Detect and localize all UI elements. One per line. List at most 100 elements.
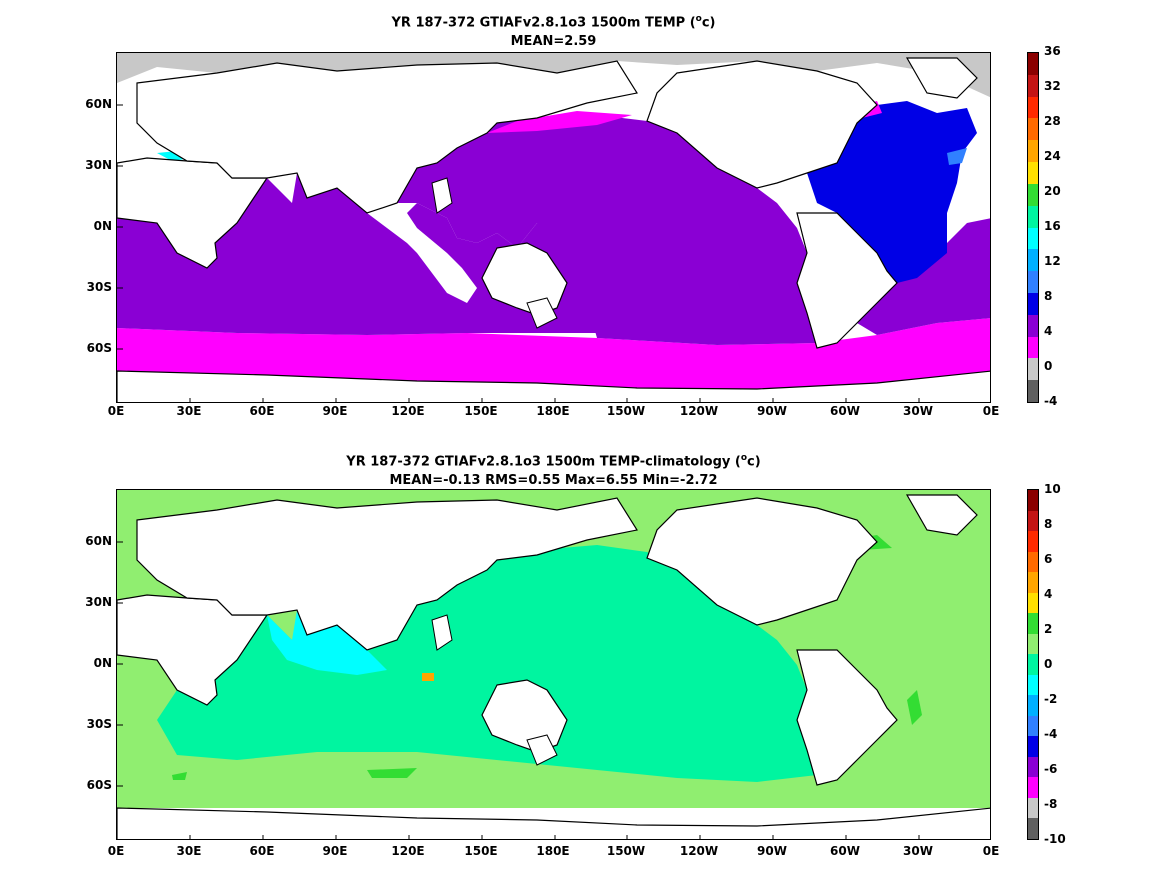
panel2-title-unit-after: c): [747, 454, 761, 470]
panel2-lon-label: 30E: [176, 844, 202, 858]
panel2-lon-label: 90W: [757, 844, 787, 858]
colorbar-swatch: [1028, 358, 1038, 381]
colorbar-swatch: [1028, 551, 1038, 573]
panel1-lon-label: 120W: [679, 404, 719, 418]
panel2-map: [116, 489, 991, 840]
panel1-map-svg: [117, 53, 990, 402]
colorbar-swatch: [1028, 674, 1038, 696]
colorbar-swatch: [1028, 183, 1038, 206]
panel1-lon-label: 30W: [903, 404, 933, 418]
panel1-lon-label: 90W: [757, 404, 787, 418]
panel1-title-unit-after: c): [701, 15, 716, 31]
panel2-colorbar-label: -2: [1044, 692, 1058, 706]
colorbar-swatch: [1028, 715, 1038, 737]
colorbar-swatch: [1028, 654, 1038, 675]
colorbar-swatch: [1028, 118, 1038, 141]
panel2-colorbar-label: -4: [1044, 727, 1058, 741]
panel2-lon-label: 150W: [606, 844, 646, 858]
colorbar-swatch: [1028, 756, 1038, 778]
panel1-colorbar-label: 16: [1044, 219, 1061, 233]
colorbar-swatch: [1028, 572, 1038, 593]
colorbar-swatch: [1028, 227, 1038, 250]
panel1-lat-label: 0N: [93, 219, 112, 233]
panel2-colorbar-label: 8: [1044, 517, 1053, 531]
panel2-colorbar-label: 6: [1044, 552, 1053, 566]
panel2-colorbar-label: -10: [1044, 832, 1066, 846]
colorbar-swatch: [1028, 695, 1038, 716]
panel1-colorbar-label: -4: [1044, 394, 1058, 408]
colorbar-swatch: [1028, 818, 1038, 839]
panel1-colorbar-label: 0: [1044, 359, 1053, 373]
colorbar-swatch: [1028, 490, 1038, 511]
colorbar-swatch: [1028, 797, 1038, 819]
panel2-title-unit: o: [740, 453, 748, 463]
panel1-colorbar-label: 12: [1044, 254, 1061, 268]
panel1-lat-label: 30S: [86, 280, 112, 294]
panel2-lat-label: 60S: [86, 778, 112, 792]
panel2-lon-label: 120W: [679, 844, 719, 858]
panel1-colorbar-label: 28: [1044, 114, 1061, 128]
colorbar-swatch: [1028, 292, 1038, 315]
colorbar-swatch: [1028, 531, 1038, 552]
colorbar-swatch: [1028, 314, 1038, 337]
panel1-colorbar-label: 8: [1044, 289, 1053, 303]
panel1-lon-label: 180E: [536, 404, 570, 418]
colorbar-swatch: [1028, 96, 1038, 119]
panel1-colorbar-label: 4: [1044, 324, 1053, 338]
panel2-colorbar-label: -8: [1044, 797, 1058, 811]
panel2-colorbar-label: 4: [1044, 587, 1053, 601]
panel2-lon-label: 0E: [107, 844, 125, 858]
panel1-map: [116, 52, 991, 403]
colorbar-swatch: [1028, 271, 1038, 293]
colorbar-swatch: [1028, 380, 1038, 402]
panel1-colorbar-label: 24: [1044, 149, 1061, 163]
panel1-colorbar-label: 20: [1044, 184, 1061, 198]
panel2-lon-label: 60E: [249, 844, 275, 858]
panel2-map-svg: [117, 490, 990, 839]
colorbar-swatch: [1028, 736, 1038, 757]
panel2-colorbar-label: 0: [1044, 657, 1053, 671]
colorbar-swatch: [1028, 53, 1038, 75]
panel2-lon-label: 180E: [536, 844, 570, 858]
panel2-lon-label: 150E: [464, 844, 498, 858]
colorbar-swatch: [1028, 613, 1038, 634]
panel2-title-line2: MEAN=-0.13 RMS=0.55 Max=6.55 Min=-2.72: [389, 473, 718, 489]
colorbar-swatch: [1028, 205, 1038, 228]
colorbar-swatch: [1028, 633, 1038, 655]
panel1-lon-label: 120E: [391, 404, 425, 418]
panel2-lon-label: 90E: [322, 844, 348, 858]
panel1-lon-label: 30E: [176, 404, 202, 418]
colorbar-swatch: [1028, 510, 1038, 532]
colorbar-swatch: [1028, 249, 1038, 272]
panel1-lon-label: 60W: [830, 404, 860, 418]
panel1-lon-label: 90E: [322, 404, 348, 418]
panel1-colorbar-label: 36: [1044, 44, 1061, 58]
panel1-colorbar: [1027, 52, 1039, 403]
panel1-title: YR 187-372 GTIAFv2.8.1o3 1500m TEMP (oc)…: [116, 10, 991, 51]
panel1-title-line2: MEAN=2.59: [510, 34, 597, 50]
panel2-title-line1: YR 187-372 GTIAFv2.8.1o3 1500m TEMP-clim…: [346, 454, 741, 470]
panel2-colorbar-label: 2: [1044, 622, 1053, 636]
panel2-colorbar-label: 10: [1044, 482, 1061, 496]
panel1-lat-label: 30N: [85, 158, 112, 172]
panel2-lon-label: 120E: [391, 844, 425, 858]
panel2-lat-label: 0N: [93, 656, 112, 670]
panel1-title-unit: o: [695, 14, 702, 24]
panel1-lat-label: 60N: [85, 97, 112, 111]
colorbar-swatch: [1028, 336, 1038, 359]
panel2-title: YR 187-372 GTIAFv2.8.1o3 1500m TEMP-clim…: [116, 449, 991, 490]
panel2-lon-label: 0E: [982, 844, 1000, 858]
panel2-lat-label: 60N: [85, 534, 112, 548]
panel1-lat-label: 60S: [86, 341, 112, 355]
colorbar-swatch: [1028, 74, 1038, 97]
panel1-lon-label: 60E: [249, 404, 275, 418]
panel1-lon-label: 0E: [982, 404, 1000, 418]
panel2-colorbar-label: -6: [1044, 762, 1058, 776]
panel2-lon-label: 60W: [830, 844, 860, 858]
panel2-colorbar: [1027, 489, 1039, 840]
colorbar-swatch: [1028, 777, 1038, 798]
panel1-lon-label: 0E: [107, 404, 125, 418]
panel1-lon-label: 150E: [464, 404, 498, 418]
colorbar-swatch: [1028, 140, 1038, 163]
panel1-colorbar-label: 32: [1044, 79, 1061, 93]
